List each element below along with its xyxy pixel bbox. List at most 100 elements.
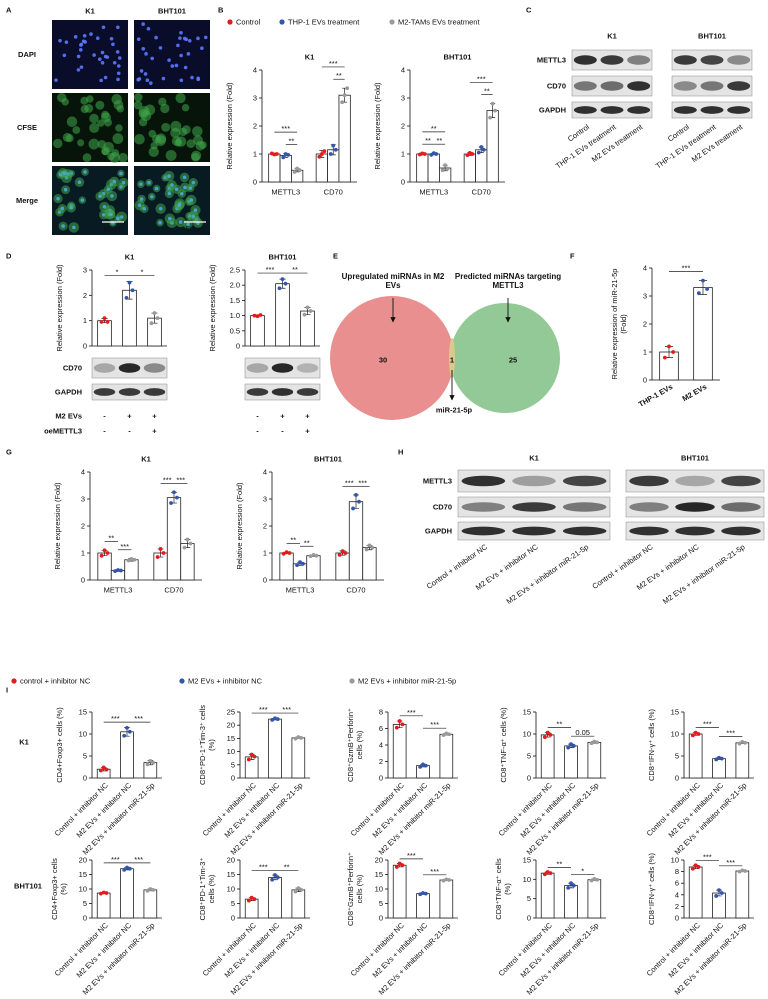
data-point xyxy=(101,890,106,895)
significance-label: ** xyxy=(437,136,443,145)
y-axis-label-box: CD8⁺PD-1⁺Tim-3⁺ cells (%) xyxy=(198,858,216,921)
bar xyxy=(244,898,259,919)
legend-label: M2-TAMs EVs treatment xyxy=(398,18,480,27)
cell-cytoplasm xyxy=(84,104,94,113)
y-tick-label: 2 xyxy=(379,757,383,766)
significance-label: *** xyxy=(134,855,143,864)
x-tick-label: THP-1 EVs xyxy=(637,382,674,409)
y-tick-label: 1 xyxy=(83,316,87,325)
significance-label: *** xyxy=(134,714,143,723)
x-tick-label: CD70 xyxy=(472,188,491,197)
chart-title: K1 xyxy=(141,455,151,464)
significance-label: ** xyxy=(425,136,431,145)
data-point xyxy=(566,885,571,890)
cell-nucleus xyxy=(167,58,171,62)
significance-label: ** xyxy=(284,862,290,871)
significance-label: ** xyxy=(484,87,490,96)
significance-label: ** xyxy=(304,538,310,547)
panel-letter: D xyxy=(6,252,12,261)
y-axis-label-box: CD8⁺IFN-γ⁺ cells (%) xyxy=(647,709,656,781)
data-point xyxy=(122,867,127,872)
data-point xyxy=(314,553,319,558)
blot-band xyxy=(562,475,607,487)
blot-band xyxy=(629,502,669,512)
y-tick-label: 0 xyxy=(379,914,383,923)
cell-nucleus xyxy=(176,43,180,48)
cell-cytoplasm xyxy=(160,103,170,114)
cell-nucleus xyxy=(111,42,115,47)
blot-band xyxy=(512,475,556,487)
x-tick-label: CD70 xyxy=(324,188,343,197)
data-point xyxy=(284,550,289,555)
data-point xyxy=(345,86,350,91)
significance-label: *** xyxy=(111,714,120,723)
y-tick-label: 15 xyxy=(523,708,531,717)
y-tick-label: 5 xyxy=(675,752,679,761)
y-tick-label: 15 xyxy=(523,856,531,865)
treatment-sign: - xyxy=(128,427,131,436)
y-tick-label: 0 xyxy=(401,178,405,187)
cell-nucleus xyxy=(141,47,146,51)
bar xyxy=(268,718,282,779)
y-axis-label: CD8⁺IFN-γ⁺ cells (%) xyxy=(646,852,656,926)
significance-label: ** xyxy=(290,536,296,545)
data-point xyxy=(548,732,553,737)
y-tick-label: 25 xyxy=(227,708,235,717)
significance-label: ** xyxy=(289,136,295,145)
data-point xyxy=(317,154,322,159)
cell-nucleus xyxy=(105,55,110,59)
blot-band xyxy=(562,502,607,512)
data-point xyxy=(440,168,445,173)
data-point xyxy=(175,495,179,500)
data-point xyxy=(340,100,345,105)
cell-nucleus xyxy=(141,22,145,26)
x-tick-label: CD70 xyxy=(346,586,365,595)
cell-cytoplasm xyxy=(116,104,125,113)
row-label: Merge xyxy=(16,196,38,205)
data-point xyxy=(172,490,176,495)
data-point xyxy=(337,552,342,557)
bar xyxy=(427,153,440,183)
cell-nucleus xyxy=(92,53,96,57)
y-axis-label-box: Relative expression (Fold) xyxy=(208,264,217,351)
data-point xyxy=(104,891,109,895)
data-point xyxy=(145,762,150,767)
data-point xyxy=(305,305,310,310)
cell-nucleus xyxy=(174,187,179,192)
data-point xyxy=(447,878,452,882)
legend-marker xyxy=(227,19,233,25)
significance-label: ** xyxy=(108,534,114,543)
cell-cytoplasm xyxy=(192,126,203,137)
row-label: CFSE xyxy=(17,123,37,132)
data-point xyxy=(127,280,132,285)
data-point xyxy=(122,733,127,738)
data-point xyxy=(571,743,576,748)
data-point xyxy=(297,168,302,173)
blot-band xyxy=(600,55,624,65)
y-tick-label: 0 xyxy=(236,342,240,351)
data-point xyxy=(397,861,402,866)
panel-letter: A xyxy=(6,6,12,15)
blot-band xyxy=(573,55,597,65)
data-point xyxy=(340,549,345,554)
data-point xyxy=(422,152,427,156)
data-point xyxy=(490,101,495,106)
column-header: K1 xyxy=(85,7,95,16)
data-point xyxy=(400,863,405,868)
bar xyxy=(315,153,328,183)
blot-band xyxy=(727,106,751,114)
legend-marker xyxy=(349,678,355,684)
data-point xyxy=(331,143,336,148)
cell-nucleus xyxy=(170,183,174,187)
cell-cytoplasm xyxy=(155,135,166,147)
y-tick-label: 10 xyxy=(671,856,679,865)
data-point xyxy=(481,147,486,152)
data-point xyxy=(493,108,498,113)
treatment-label: oeMETTL3 xyxy=(44,427,82,436)
cell-nucleus xyxy=(115,50,120,54)
significance-label: *** xyxy=(163,476,172,485)
y-axis-label-box: CD8⁺TNF-α⁺ cells (%) xyxy=(494,858,512,919)
cell-nucleus xyxy=(186,52,191,56)
blot-band xyxy=(627,81,651,91)
